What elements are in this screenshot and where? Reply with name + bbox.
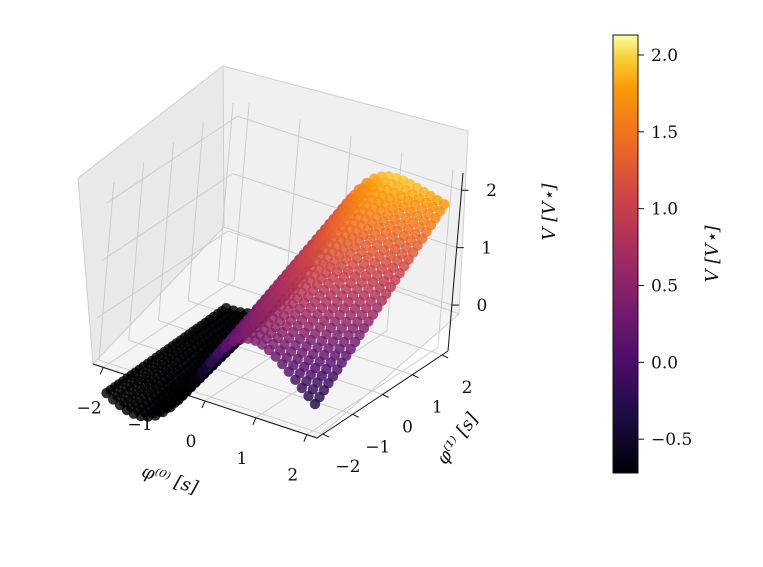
y-tick-mark xyxy=(441,354,449,359)
colorbar xyxy=(612,34,639,474)
grid-line xyxy=(187,122,204,301)
y-tick-label: −2 xyxy=(335,457,360,477)
scatter-point xyxy=(290,374,301,385)
z-axis-line xyxy=(447,172,464,352)
x-axis-label: φ⁽⁰⁾ [s] xyxy=(139,461,201,499)
grid-line xyxy=(128,162,145,341)
x-tick-mark xyxy=(303,434,308,442)
z-tick-label: 2 xyxy=(486,181,497,201)
z-tick-label: 0 xyxy=(476,296,487,316)
scatter-point xyxy=(220,341,232,352)
grid-line xyxy=(306,347,439,436)
scatter-points xyxy=(101,171,450,422)
scatter-point xyxy=(108,394,119,405)
scatter-point xyxy=(173,394,184,406)
colorbar-tick-label: 1.5 xyxy=(651,123,678,143)
colorbar-tick-label: −0.5 xyxy=(651,430,692,450)
y-tick-mark xyxy=(412,374,419,379)
colorbar-tick-label: 1.0 xyxy=(651,200,678,220)
x-tick-label: −2 xyxy=(77,398,102,418)
x-tick-mark xyxy=(99,367,104,375)
y-tick-label: −1 xyxy=(365,437,390,457)
x-tick-label: 2 xyxy=(287,466,298,486)
scatter-point xyxy=(205,357,216,368)
grid-line xyxy=(233,102,250,281)
colorbar-ticks: −0.5 0.0 0.5 1.0 1.5 2.0 xyxy=(638,46,692,450)
scatter-point xyxy=(270,351,281,362)
y-tick-label: 2 xyxy=(462,378,473,398)
y-tick-mark xyxy=(322,433,330,438)
grid-line xyxy=(237,115,462,191)
scatter-point xyxy=(296,382,308,394)
colorbar-tick-label: 2.0 xyxy=(651,46,678,66)
z-axis-label: V [V⋆] xyxy=(539,183,560,241)
scatter-point xyxy=(213,348,224,359)
x-tick-label: 0 xyxy=(186,432,197,452)
scatter-point xyxy=(165,401,176,413)
scatter-point xyxy=(197,366,208,378)
y-tick-mark xyxy=(352,413,359,418)
scatter-point xyxy=(189,376,200,388)
grid-line xyxy=(217,102,234,281)
scatter-point xyxy=(303,390,314,402)
colorbar-label: V [V⋆] xyxy=(702,225,723,283)
scatter-point xyxy=(157,406,168,418)
x-tick-mark xyxy=(201,400,206,409)
colorbar-tick-label: 0.0 xyxy=(651,353,678,373)
scatter-point xyxy=(101,387,112,399)
scatter-point xyxy=(181,386,192,397)
grid-line xyxy=(437,169,454,348)
scatter-point xyxy=(277,358,288,370)
grid-line xyxy=(101,173,233,262)
scatter-point xyxy=(283,366,295,377)
x-tick-mark xyxy=(252,417,257,426)
y-tick-label: 1 xyxy=(432,398,443,418)
grid-line xyxy=(96,230,229,319)
z-tick-label: 1 xyxy=(481,239,492,259)
y-tick-mark xyxy=(382,394,389,398)
colorbar-tick-label: 0.5 xyxy=(651,277,678,297)
grid-line xyxy=(98,182,115,361)
scatter-point xyxy=(309,398,321,410)
y-tick-label: 0 xyxy=(402,418,413,438)
grid-line xyxy=(158,142,174,321)
grid-line xyxy=(106,115,238,204)
scatter-point xyxy=(263,344,275,356)
x-tick-label: 1 xyxy=(236,449,247,469)
